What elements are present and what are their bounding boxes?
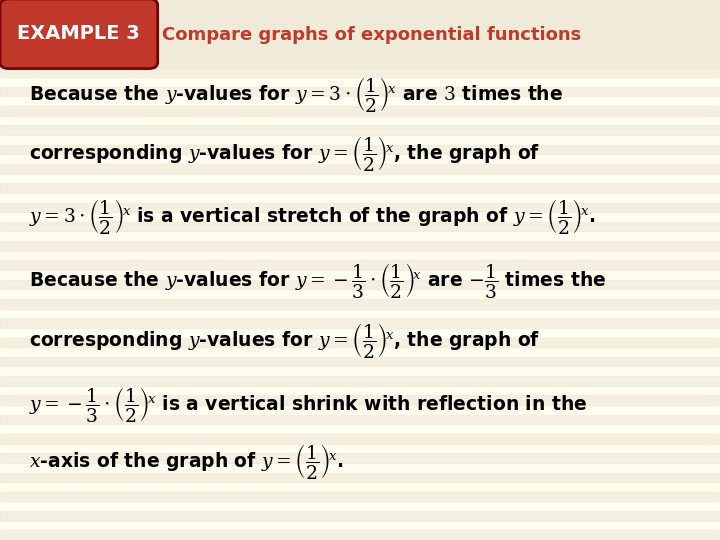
- Bar: [0, 29, 720, 38]
- Bar: [0, 241, 720, 251]
- Bar: [0, 376, 720, 386]
- Bar: [0, 357, 720, 367]
- Text: corresponding $y$-values for $y=\left(\dfrac{1}{2}\right)^{\!x}$, the graph of: corresponding $y$-values for $y=\left(\d…: [29, 321, 540, 360]
- Bar: [0, 222, 720, 232]
- Bar: [0, 106, 720, 116]
- Bar: [0, 48, 720, 58]
- Bar: [0, 434, 720, 443]
- Text: $y=-\dfrac{1}{3}\cdot\left(\dfrac{1}{2}\right)^{\!x}$ is a vertical shrink with : $y=-\dfrac{1}{3}\cdot\left(\dfrac{1}{2}\…: [29, 386, 587, 424]
- Text: Compare graphs of exponential functions: Compare graphs of exponential functions: [162, 26, 581, 44]
- Text: EXAMPLE 3: EXAMPLE 3: [17, 24, 140, 43]
- Bar: [0, 492, 720, 502]
- Text: Because the $y$-values for $y=-\dfrac{1}{3}\cdot\left(\dfrac{1}{2}\right)^{\!x}$: Because the $y$-values for $y=-\dfrac{1}…: [29, 261, 606, 300]
- Bar: [0, 145, 720, 154]
- Bar: [0, 511, 720, 521]
- Bar: [0, 68, 720, 77]
- Text: $x$-axis of the graph of $y=\left(\dfrac{1}{2}\right)^{\!x}$.: $x$-axis of the graph of $y=\left(\dfrac…: [29, 442, 343, 481]
- Bar: [0, 318, 720, 328]
- Bar: [0, 260, 720, 270]
- Bar: [0, 299, 720, 308]
- Bar: [0, 87, 720, 97]
- Bar: [0, 0, 720, 70]
- Bar: [0, 395, 720, 405]
- Bar: [0, 125, 720, 135]
- Text: Because the $y$-values for $y=3\cdot\left(\dfrac{1}{2}\right)^{\!x}$ are $3$ tim: Because the $y$-values for $y=3\cdot\lef…: [29, 75, 563, 114]
- Bar: [0, 280, 720, 289]
- Text: $y=3\cdot\left(\dfrac{1}{2}\right)^{\!x}$ is a vertical stretch of the graph of : $y=3\cdot\left(\dfrac{1}{2}\right)^{\!x}…: [29, 197, 595, 235]
- Bar: [0, 164, 720, 173]
- Bar: [0, 10, 720, 19]
- Bar: [0, 453, 720, 463]
- Bar: [0, 530, 720, 540]
- Bar: [0, 472, 720, 482]
- Text: corresponding $y$-values for $y=\left(\dfrac{1}{2}\right)^{\!x}$, the graph of: corresponding $y$-values for $y=\left(\d…: [29, 134, 540, 173]
- FancyBboxPatch shape: [0, 0, 158, 69]
- Bar: [0, 338, 720, 347]
- Bar: [0, 202, 720, 212]
- Bar: [0, 415, 720, 424]
- Bar: [0, 183, 720, 193]
